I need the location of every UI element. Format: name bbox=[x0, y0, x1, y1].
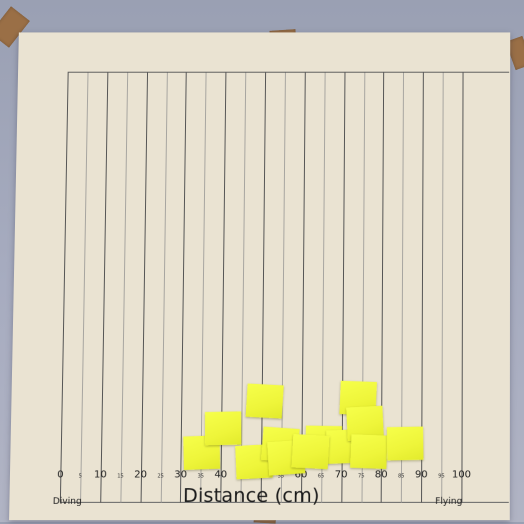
gridline bbox=[60, 73, 69, 503]
x-tick-label: 40 bbox=[214, 469, 227, 480]
x-tick-label: 10 bbox=[94, 469, 107, 480]
x-minor-tick-label: 25 bbox=[157, 473, 164, 479]
gridline bbox=[441, 73, 443, 503]
x-tick-label: 20 bbox=[134, 469, 147, 480]
chart-poster: 0102030405060708090100515253545556575859… bbox=[9, 32, 510, 520]
gridline bbox=[80, 73, 88, 503]
x-minor-tick-label: 85 bbox=[398, 473, 404, 479]
sticky-note bbox=[350, 434, 388, 469]
x-tick-label: 70 bbox=[335, 469, 348, 480]
sticky-note bbox=[205, 411, 241, 445]
gridline bbox=[461, 73, 463, 503]
sticky-note bbox=[246, 383, 284, 418]
x-tick-label: 80 bbox=[375, 469, 388, 480]
diving-label: Diving bbox=[53, 497, 82, 507]
gridline bbox=[160, 73, 167, 503]
gridline bbox=[120, 73, 128, 503]
x-minor-tick-label: 15 bbox=[117, 473, 124, 479]
x-minor-tick-label: 65 bbox=[318, 473, 324, 479]
gridline bbox=[100, 73, 108, 503]
x-axis-title: Distance (cm) bbox=[183, 485, 320, 507]
gridline bbox=[241, 73, 247, 503]
x-tick-label: 100 bbox=[452, 469, 471, 480]
x-minor-tick-label: 5 bbox=[79, 473, 82, 479]
sticky-note bbox=[387, 426, 424, 460]
x-tick-label: 30 bbox=[174, 469, 187, 480]
flying-label: Flying bbox=[435, 497, 462, 507]
x-minor-tick-label: 75 bbox=[358, 473, 364, 479]
gridline bbox=[140, 73, 147, 503]
x-tick-label: 90 bbox=[415, 469, 428, 480]
x-minor-tick-label: 35 bbox=[197, 473, 204, 479]
sticky-note bbox=[291, 434, 329, 469]
x-tick-label: 0 bbox=[57, 469, 64, 480]
x-minor-tick-label: 95 bbox=[438, 473, 444, 479]
